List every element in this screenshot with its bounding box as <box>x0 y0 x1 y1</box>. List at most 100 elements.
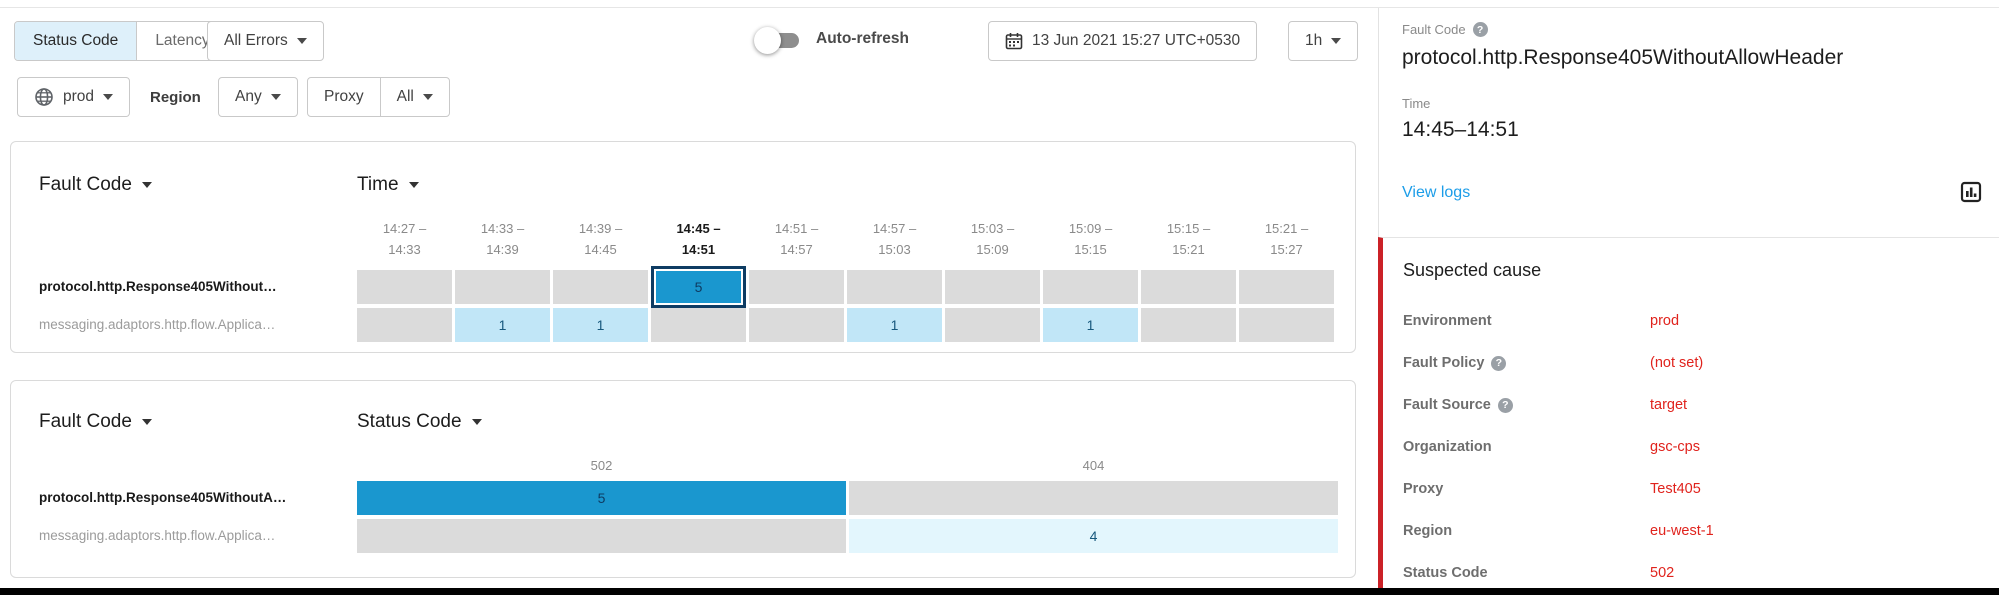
fault-code-header-label: Fault Code <box>39 174 132 195</box>
heatmap-cell[interactable]: 1 <box>847 308 942 342</box>
attribute-label: Region <box>1403 523 1650 539</box>
heatmap-cell[interactable] <box>849 481 1338 515</box>
attribute-value: (not set) <box>1650 355 1704 371</box>
attribute-label-text: Status Code <box>1403 565 1488 581</box>
time-column-header: 14:57 –15:03 <box>872 221 917 257</box>
heatmap-cell[interactable] <box>357 308 452 342</box>
time-column-header: 14:33 –14:39 <box>480 221 525 257</box>
tab-status-code[interactable]: Status Code <box>15 22 137 60</box>
attribute-label-text: Region <box>1403 523 1453 539</box>
heatmap-cell[interactable] <box>651 308 746 342</box>
attribute-row: Proxy Test405 <box>1403 468 1983 510</box>
attribute-row: Region eu-west-1 <box>1403 510 1983 552</box>
chevron-down-icon <box>270 94 281 100</box>
heatmap-cell[interactable]: 1 <box>455 308 550 342</box>
attribute-label: Fault Policy? <box>1403 355 1650 371</box>
view-logs-link[interactable]: View logs <box>1402 184 1471 201</box>
errors-dropdown-label: All Errors <box>224 32 288 49</box>
fault-code-sort-dropdown[interactable]: Fault Code <box>39 411 152 433</box>
help-icon[interactable]: ? <box>1491 355 1507 371</box>
status-heatmap-column-headers: 502 404 <box>357 455 1338 476</box>
heatmap-cell[interactable] <box>749 270 844 304</box>
heatmap-cell[interactable] <box>1239 270 1334 304</box>
time-header-label: Time <box>357 174 399 195</box>
heatmap-cell[interactable] <box>945 308 1040 342</box>
heatmap-cell[interactable] <box>1141 270 1236 304</box>
row-cells: 5 <box>357 481 1338 515</box>
panel-divider <box>1378 8 1379 237</box>
region-label: Region <box>150 89 201 106</box>
row-cells: 5 <box>357 266 1334 308</box>
heatmap-cell[interactable] <box>357 270 452 304</box>
heatmap-cell[interactable] <box>847 270 942 304</box>
attribute-label-text: Fault Source <box>1403 397 1491 413</box>
time-label: Time <box>1402 96 1431 111</box>
time-column-header: 15:15 –15:21 <box>1166 221 1211 257</box>
datetime-picker[interactable]: 13 Jun 2021 15:27 UTC+0530 <box>988 21 1258 61</box>
time-column-header: 14:27 –14:33 <box>382 221 427 257</box>
chevron-down-icon <box>471 419 482 425</box>
toggle-knob <box>754 27 781 54</box>
heatmap-cell[interactable] <box>553 270 648 304</box>
bar-chart-icon[interactable] <box>1959 180 1983 204</box>
attribute-label: Organization <box>1403 439 1650 455</box>
heatmap-cell[interactable]: 5 <box>651 266 746 308</box>
globe-icon <box>34 87 54 107</box>
attribute-label: Environment <box>1403 313 1650 329</box>
heatmap-cell[interactable] <box>749 308 844 342</box>
attribute-value: target <box>1650 397 1688 413</box>
fault-code-value: protocol.http.Response405WithoutAllowHea… <box>1402 46 1844 69</box>
help-icon[interactable]: ? <box>1497 397 1513 413</box>
fault-code-label: Fault Code ? <box>1402 22 1488 37</box>
time-column-header: 15:21 –15:27 <box>1264 221 1309 257</box>
time-column-header: 14:45 –14:51 <box>676 221 721 257</box>
time-sort-dropdown[interactable]: Time <box>357 174 419 196</box>
status-code-sort-dropdown[interactable]: Status Code <box>357 411 482 433</box>
heatmap-cell[interactable]: 5 <box>357 481 846 515</box>
time-heatmap-column-headers: 14:27 –14:33 14:33 –14:39 14:39 –14:45 14:4… <box>357 218 1334 260</box>
heatmap-cell[interactable]: 4 <box>849 519 1338 553</box>
time-range-dropdown[interactable]: 1h <box>1288 21 1359 61</box>
attribute-label-text: Environment <box>1403 313 1492 329</box>
heatmap-cell[interactable]: 1 <box>1043 308 1138 342</box>
page-top-divider <box>0 7 1999 8</box>
heatmap-cell[interactable] <box>945 270 1040 304</box>
chevron-down-icon <box>103 94 114 100</box>
attribute-value: gsc-cps <box>1650 439 1700 455</box>
heatmap-cell[interactable] <box>1239 308 1334 342</box>
heatmap-cell[interactable] <box>1141 308 1236 342</box>
row-label: messaging.adaptors.http.flow.Applica… <box>39 528 276 543</box>
time-column-header: 14:39 –14:45 <box>578 221 623 257</box>
attribute-label: Proxy <box>1403 481 1650 497</box>
help-icon[interactable]: ? <box>1472 22 1488 37</box>
proxy-filter: Proxy All <box>307 77 450 117</box>
auto-refresh-toggle[interactable] <box>754 27 799 54</box>
errors-dropdown[interactable]: All Errors <box>207 21 324 61</box>
attribute-row: Fault Source? target <box>1403 384 1983 426</box>
tab-latency[interactable]: Latency <box>136 22 227 60</box>
proxy-dropdown[interactable]: All <box>379 78 449 116</box>
heatmap-cell[interactable] <box>1043 270 1138 304</box>
row-label: protocol.http.Response405Without… <box>39 279 277 294</box>
attribute-row: Fault Policy? (not set) <box>1403 342 1983 384</box>
heatmap-cell[interactable]: 1 <box>553 308 648 342</box>
fault-code-sort-dropdown[interactable]: Fault Code <box>39 174 152 196</box>
status-code-header-label: Status Code <box>357 411 462 432</box>
suspected-cause-section: Suspected cause Environment prod Fault Pol… <box>1378 237 1999 588</box>
region-dropdown[interactable]: Any <box>218 77 298 117</box>
heatmap-row: messaging.adaptors.http.flow.Applica… 1 1 1… <box>11 308 1355 342</box>
heatmap-row: protocol.http.Response405Without… 5 <box>11 266 1355 308</box>
attribute-label-text: Fault Policy <box>1403 355 1485 371</box>
attribute-label-text: Proxy <box>1403 481 1444 497</box>
row-label: protocol.http.Response405WithoutA… <box>39 490 287 505</box>
attribute-value: Test405 <box>1650 481 1701 497</box>
proxy-dropdown-label: All <box>396 88 414 105</box>
detail-panel: Fault Code ? protocol.http.Response405Wi… <box>1378 8 1999 588</box>
environment-dropdown[interactable]: prod <box>17 77 131 117</box>
heatmap-cell[interactable] <box>357 519 846 553</box>
environment-label: prod <box>63 88 95 105</box>
calendar-icon <box>1005 32 1023 50</box>
heatmap-cell[interactable] <box>455 270 550 304</box>
metric-segmented-control: Status Code Latency <box>14 21 229 61</box>
attribute-label: Fault Source? <box>1403 397 1650 413</box>
